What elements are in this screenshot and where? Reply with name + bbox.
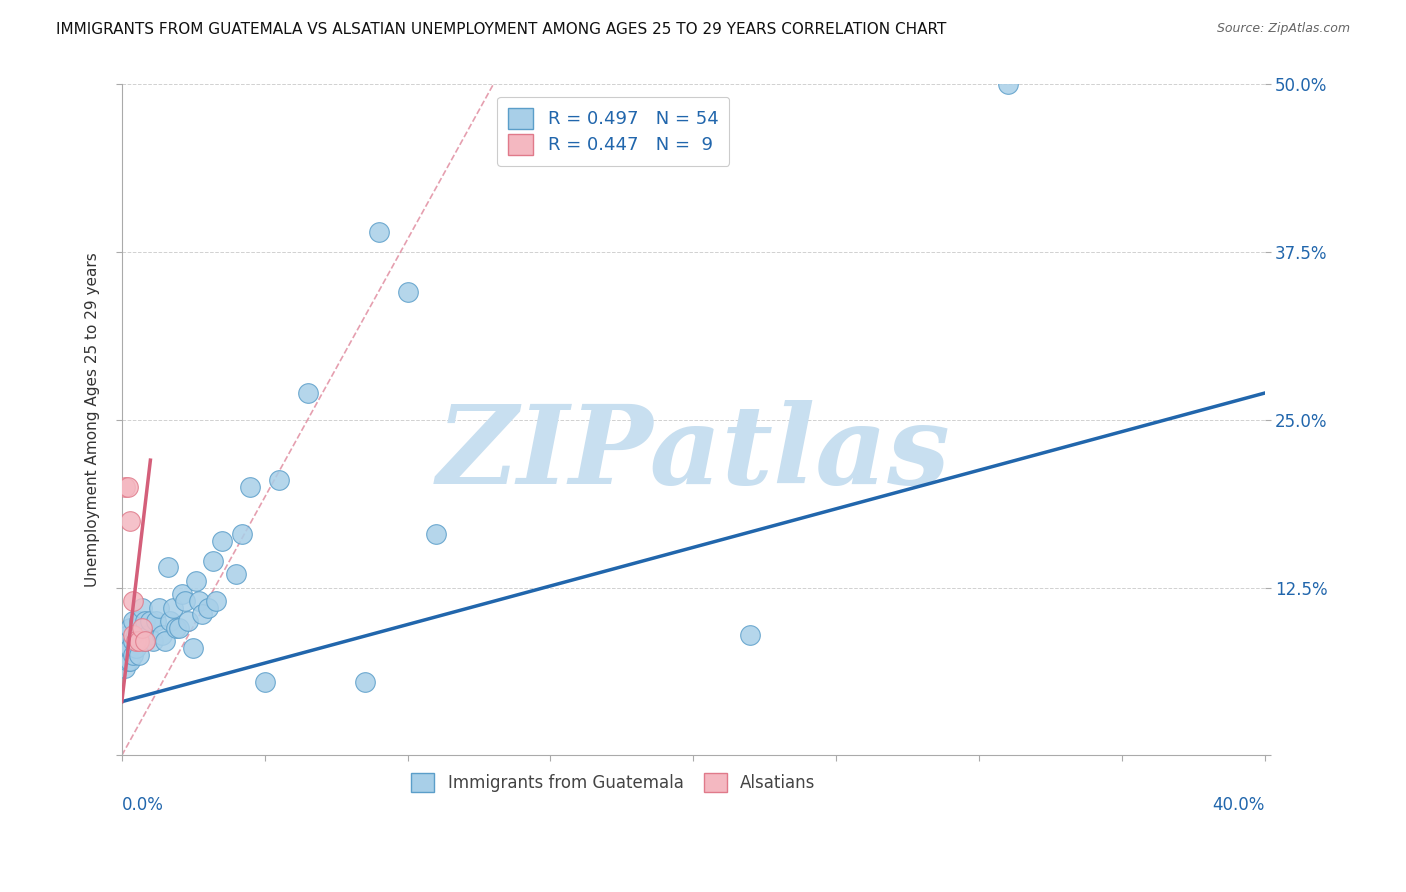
Point [148, 600, 170, 615]
Point [267, 473, 290, 487]
Point [122, 634, 145, 648]
Point [136, 627, 159, 641]
Text: 0.0%: 0.0% [122, 796, 163, 814]
Point [253, 674, 276, 689]
Point [167, 621, 190, 635]
Text: ZIPatlas: ZIPatlas [436, 400, 950, 508]
Point [134, 634, 156, 648]
Point [122, 627, 145, 641]
Point [297, 386, 319, 401]
Point [181, 640, 204, 655]
Point [211, 533, 233, 548]
Point [368, 225, 391, 239]
Point [128, 634, 150, 648]
Point [134, 614, 156, 628]
Point [131, 621, 153, 635]
Point [122, 614, 145, 628]
Point [122, 594, 145, 608]
Y-axis label: Unemployment Among Ages 25 to 29 years: Unemployment Among Ages 25 to 29 years [86, 252, 100, 587]
Point [131, 600, 153, 615]
Point [231, 527, 253, 541]
Point [159, 614, 181, 628]
Point [197, 600, 219, 615]
Point [125, 640, 148, 655]
Point [997, 78, 1019, 92]
Point [128, 648, 150, 662]
Point [125, 634, 148, 648]
Point [176, 614, 198, 628]
Point [120, 621, 142, 635]
Point [120, 514, 142, 528]
Point [205, 594, 228, 608]
Point [128, 614, 150, 628]
Text: 40.0%: 40.0% [1212, 796, 1264, 814]
Point [191, 607, 214, 622]
Point [153, 634, 176, 648]
Point [396, 285, 419, 300]
Text: IMMIGRANTS FROM GUATEMALA VS ALSATIAN UNEMPLOYMENT AMONG AGES 25 TO 29 YEARS COR: IMMIGRANTS FROM GUATEMALA VS ALSATIAN UN… [56, 22, 946, 37]
Point [122, 648, 145, 662]
Legend: Immigrants from Guatemala, Alsatians: Immigrants from Guatemala, Alsatians [402, 764, 824, 801]
Point [170, 587, 193, 601]
Point [114, 661, 136, 675]
Point [162, 600, 184, 615]
Point [188, 594, 211, 608]
Point [134, 634, 156, 648]
Point [142, 634, 165, 648]
Point [145, 614, 167, 628]
Point [239, 480, 262, 494]
Point [740, 627, 762, 641]
Point [117, 480, 139, 494]
Point [114, 480, 136, 494]
Text: Source: ZipAtlas.com: Source: ZipAtlas.com [1216, 22, 1350, 36]
Point [425, 527, 447, 541]
Point [117, 655, 139, 669]
Point [114, 648, 136, 662]
Point [173, 594, 195, 608]
Point [117, 627, 139, 641]
Point [150, 627, 173, 641]
Point [184, 574, 207, 588]
Point [202, 554, 225, 568]
Point [225, 567, 247, 582]
Point [165, 621, 187, 635]
Point [131, 627, 153, 641]
Point [120, 640, 142, 655]
Point [353, 674, 375, 689]
Point [156, 560, 179, 574]
Point [139, 614, 162, 628]
Point [120, 655, 142, 669]
Point [117, 640, 139, 655]
Point [125, 627, 148, 641]
